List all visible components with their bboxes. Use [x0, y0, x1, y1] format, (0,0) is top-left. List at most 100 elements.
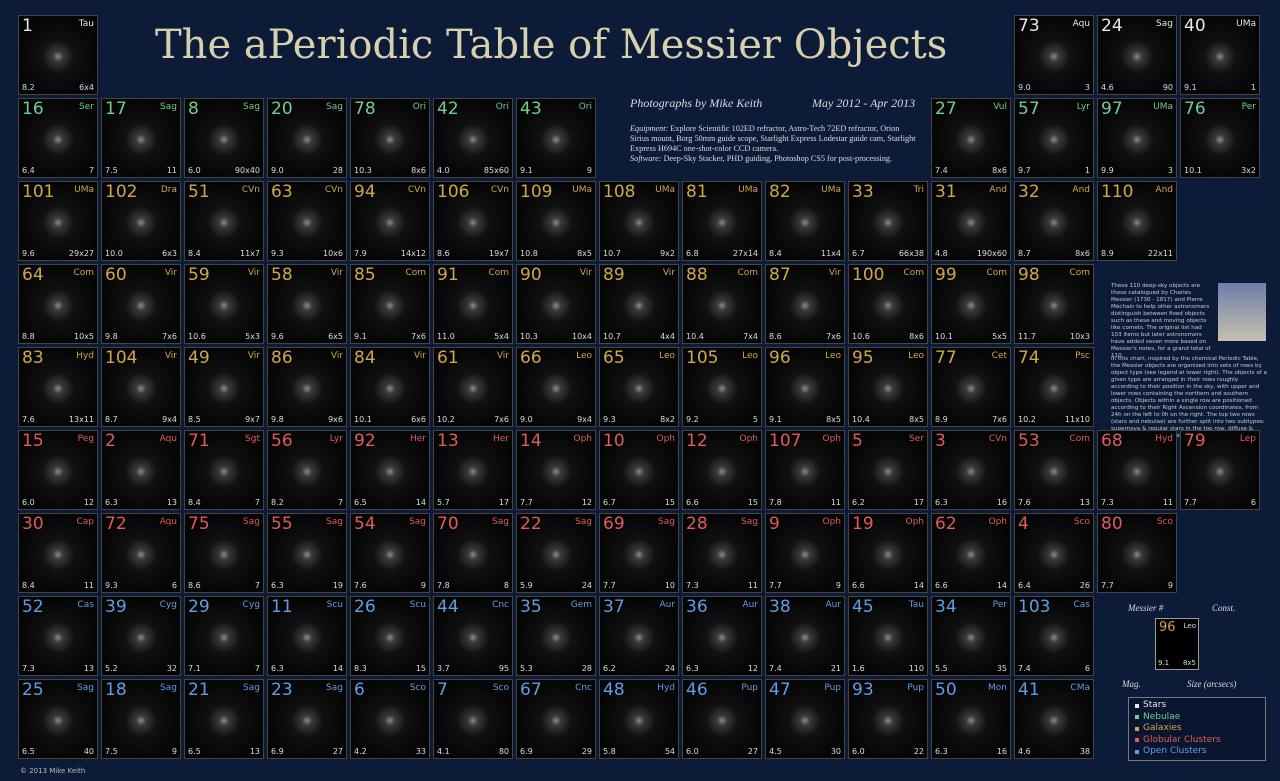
object-cell: 34 Per 5.5 35	[931, 596, 1011, 676]
messier-number: 82	[769, 182, 791, 202]
magnitude: 6.3	[271, 664, 284, 673]
constellation: Sag	[77, 683, 94, 693]
messier-number: 19	[852, 514, 874, 534]
object-cell: 37 Aur 6.2 24	[599, 596, 679, 676]
magnitude: 6.4	[1018, 581, 1031, 590]
messier-number: 96	[769, 348, 791, 368]
magnitude: 7.3	[1101, 498, 1114, 507]
size: 90	[1162, 83, 1173, 92]
messier-number: 78	[354, 99, 376, 119]
messier-number: 73	[1018, 16, 1040, 36]
magnitude: 10.1	[935, 332, 953, 341]
magnitude: 7.3	[686, 581, 699, 590]
constellation: Sag	[326, 517, 343, 527]
object-cell: 17 Sag 7.5 11	[101, 98, 181, 178]
key-box: 96 Leo 9.1 8x5	[1155, 618, 1199, 670]
object-cell: 11 Scu 6.3 14	[267, 596, 347, 676]
legend-label: Globular Clusters	[1143, 734, 1221, 745]
constellation: Vir	[413, 351, 426, 361]
messier-number: 102	[105, 182, 138, 202]
key-messier: Messier #	[1128, 603, 1164, 613]
messier-number: 36	[686, 597, 708, 617]
key-number: 96	[1159, 620, 1176, 635]
object-cell: 33 Tri 6.7 66x38	[848, 181, 928, 261]
messier-number: 75	[188, 514, 210, 534]
magnitude: 10.8	[520, 249, 538, 258]
magnitude: 9.2	[686, 415, 699, 424]
messier-number: 10	[603, 431, 625, 451]
magnitude: 7.7	[603, 581, 616, 590]
messier-number: 18	[105, 680, 127, 700]
constellation: Leo	[825, 351, 841, 361]
legend-item: Galaxies	[1135, 723, 1259, 735]
key-con: Leo	[1183, 622, 1196, 630]
size: 8x2	[660, 415, 675, 424]
equipment: Equipment: Explore Scientific 102ED refr…	[630, 124, 920, 164]
magnitude: 6.6	[686, 498, 699, 507]
equipment-label: Equipment:	[630, 124, 669, 133]
object-cell: 32 And 8.7 8x6	[1014, 181, 1094, 261]
magnitude: 6.9	[520, 747, 533, 756]
object-cell: 109 UMa 10.8 8x5	[516, 181, 596, 261]
size: 24	[664, 664, 675, 673]
constellation: Her	[409, 434, 426, 444]
messier-number: 41	[1018, 680, 1040, 700]
object-cell: 47 Pup 4.5 30	[765, 679, 845, 759]
size: 7x6	[162, 332, 177, 341]
magnitude: 6.2	[603, 664, 616, 673]
constellation: Pup	[824, 683, 841, 693]
object-cell: 7 Sco 4.1 80	[433, 679, 513, 759]
size: 11x7	[239, 249, 260, 258]
messier-number: 30	[22, 514, 44, 534]
messier-number: 74	[1018, 348, 1040, 368]
size: 29	[581, 747, 592, 756]
legend-item: Open Clusters	[1135, 746, 1259, 758]
constellation: Vir	[164, 351, 177, 361]
legend-swatch	[1135, 715, 1139, 720]
constellation: Scu	[409, 600, 426, 610]
constellation: Sag	[326, 102, 343, 112]
size: 7	[254, 581, 260, 590]
magnitude: 5.5	[935, 664, 948, 673]
magnitude: 8.5	[188, 415, 201, 424]
size: 15	[747, 498, 758, 507]
constellation: Ori	[495, 102, 509, 112]
object-cell: 35 Gem 5.3 28	[516, 596, 596, 676]
object-cell: 86 Vir 9.8 9x6	[267, 347, 347, 427]
constellation: Mon	[988, 683, 1007, 693]
magnitude: 10.2	[437, 415, 455, 424]
size: 6	[1250, 498, 1256, 507]
magnitude: 10.0	[105, 249, 123, 258]
messier-number: 88	[686, 265, 708, 285]
constellation: Ori	[412, 102, 426, 112]
object-cell: 110 And 8.9 22x11	[1097, 181, 1177, 261]
constellation: Tau	[78, 19, 94, 29]
messier-number: 52	[22, 597, 44, 617]
messier-number: 59	[188, 265, 210, 285]
constellation: Lep	[1239, 434, 1256, 444]
constellation: Per	[992, 600, 1007, 610]
magnitude: 9.0	[271, 166, 284, 175]
object-cell: 74 Psc 10.2 11x10	[1014, 347, 1094, 427]
magnitude: 3.7	[437, 664, 450, 673]
magnitude: 7.4	[1018, 664, 1031, 673]
object-cell: 18 Sag 7.5 9	[101, 679, 181, 759]
object-cell: 4 Sco 6.4 26	[1014, 513, 1094, 593]
size: 22	[913, 747, 924, 756]
constellation: Sag	[326, 683, 343, 693]
object-cell: 68 Hyd 7.3 11	[1097, 430, 1177, 510]
size: 9x6	[328, 415, 343, 424]
constellation: Cas	[1073, 600, 1091, 610]
messier-number: 49	[188, 348, 210, 368]
messier-number: 77	[935, 348, 957, 368]
constellation: Oph	[739, 434, 758, 444]
size: 10x4	[571, 332, 592, 341]
messier-number: 94	[354, 182, 376, 202]
constellation: Lyr	[1076, 102, 1090, 112]
object-cell: 62 Oph 6.6 14	[931, 513, 1011, 593]
messier-number: 7	[437, 680, 448, 700]
constellation: Oph	[822, 517, 841, 527]
magnitude: 6.2	[852, 498, 865, 507]
object-cell: 36 Aur 6.3 12	[682, 596, 762, 676]
key-mag: 9.1	[1158, 659, 1170, 667]
